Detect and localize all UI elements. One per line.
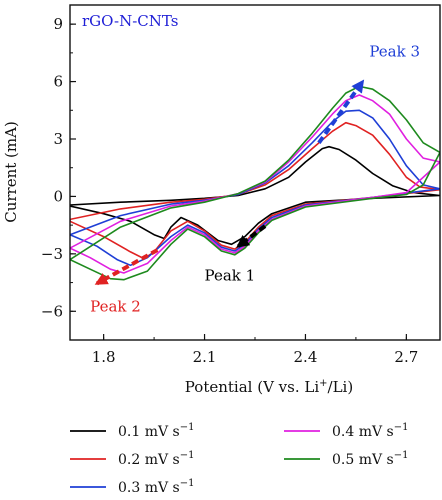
- legend-label-1: 0.1 mV s−1: [118, 422, 195, 440]
- y-axis-ticks: 9 6 3 0 −3 −6: [41, 15, 76, 341]
- legend-label-2: 0.2 mV s−1: [118, 450, 195, 468]
- legend-label-4: 0.4 mV s−1: [332, 422, 409, 440]
- peak-arrow-3: [317, 79, 365, 144]
- peak-label-2: Peak 2: [90, 297, 141, 315]
- series-line-3: [70, 109, 440, 267]
- series-line-4: [70, 94, 440, 274]
- y-tick-label: −6: [41, 302, 63, 320]
- chart-title: rGO-N-CNTs: [82, 12, 178, 30]
- y-tick-label: 3: [53, 130, 63, 148]
- peak-annotations: Peak 1 Peak 2 Peak 3: [90, 43, 420, 316]
- legend-label-5: 0.5 mV s−1: [332, 450, 409, 468]
- y-tick-label: −3: [41, 245, 63, 263]
- x-tick-label: 1.8: [92, 348, 116, 366]
- y-axis-label: Current (mA): [2, 121, 20, 223]
- series-curves: [70, 85, 440, 281]
- x-axis-ticks: 1.8 2.1 2.4 2.7: [92, 334, 418, 366]
- peak-arrow-1: [236, 224, 267, 248]
- y-tick-label: 6: [53, 73, 63, 91]
- legend-label-3: 0.3 mV s−1: [118, 478, 195, 496]
- x-tick-label: 2.7: [394, 348, 418, 366]
- x-tick-label: 2.4: [294, 348, 318, 366]
- peak-label-1: Peak 1: [205, 267, 256, 285]
- legend: 0.1 mV s−1 0.4 mV s−1 0.2 mV s−1 0.5 mV s−1…: [70, 422, 409, 496]
- x-tick-label: 2.1: [193, 348, 217, 366]
- y-tick-label: 9: [53, 15, 63, 33]
- x-axis-label: Potential (V vs. Li+/Li): [185, 378, 353, 396]
- y-tick-label: 0: [53, 187, 63, 205]
- peak-arrow-2: [94, 248, 159, 286]
- peak-label-3: Peak 3: [369, 43, 420, 61]
- series-line-5: [70, 85, 440, 281]
